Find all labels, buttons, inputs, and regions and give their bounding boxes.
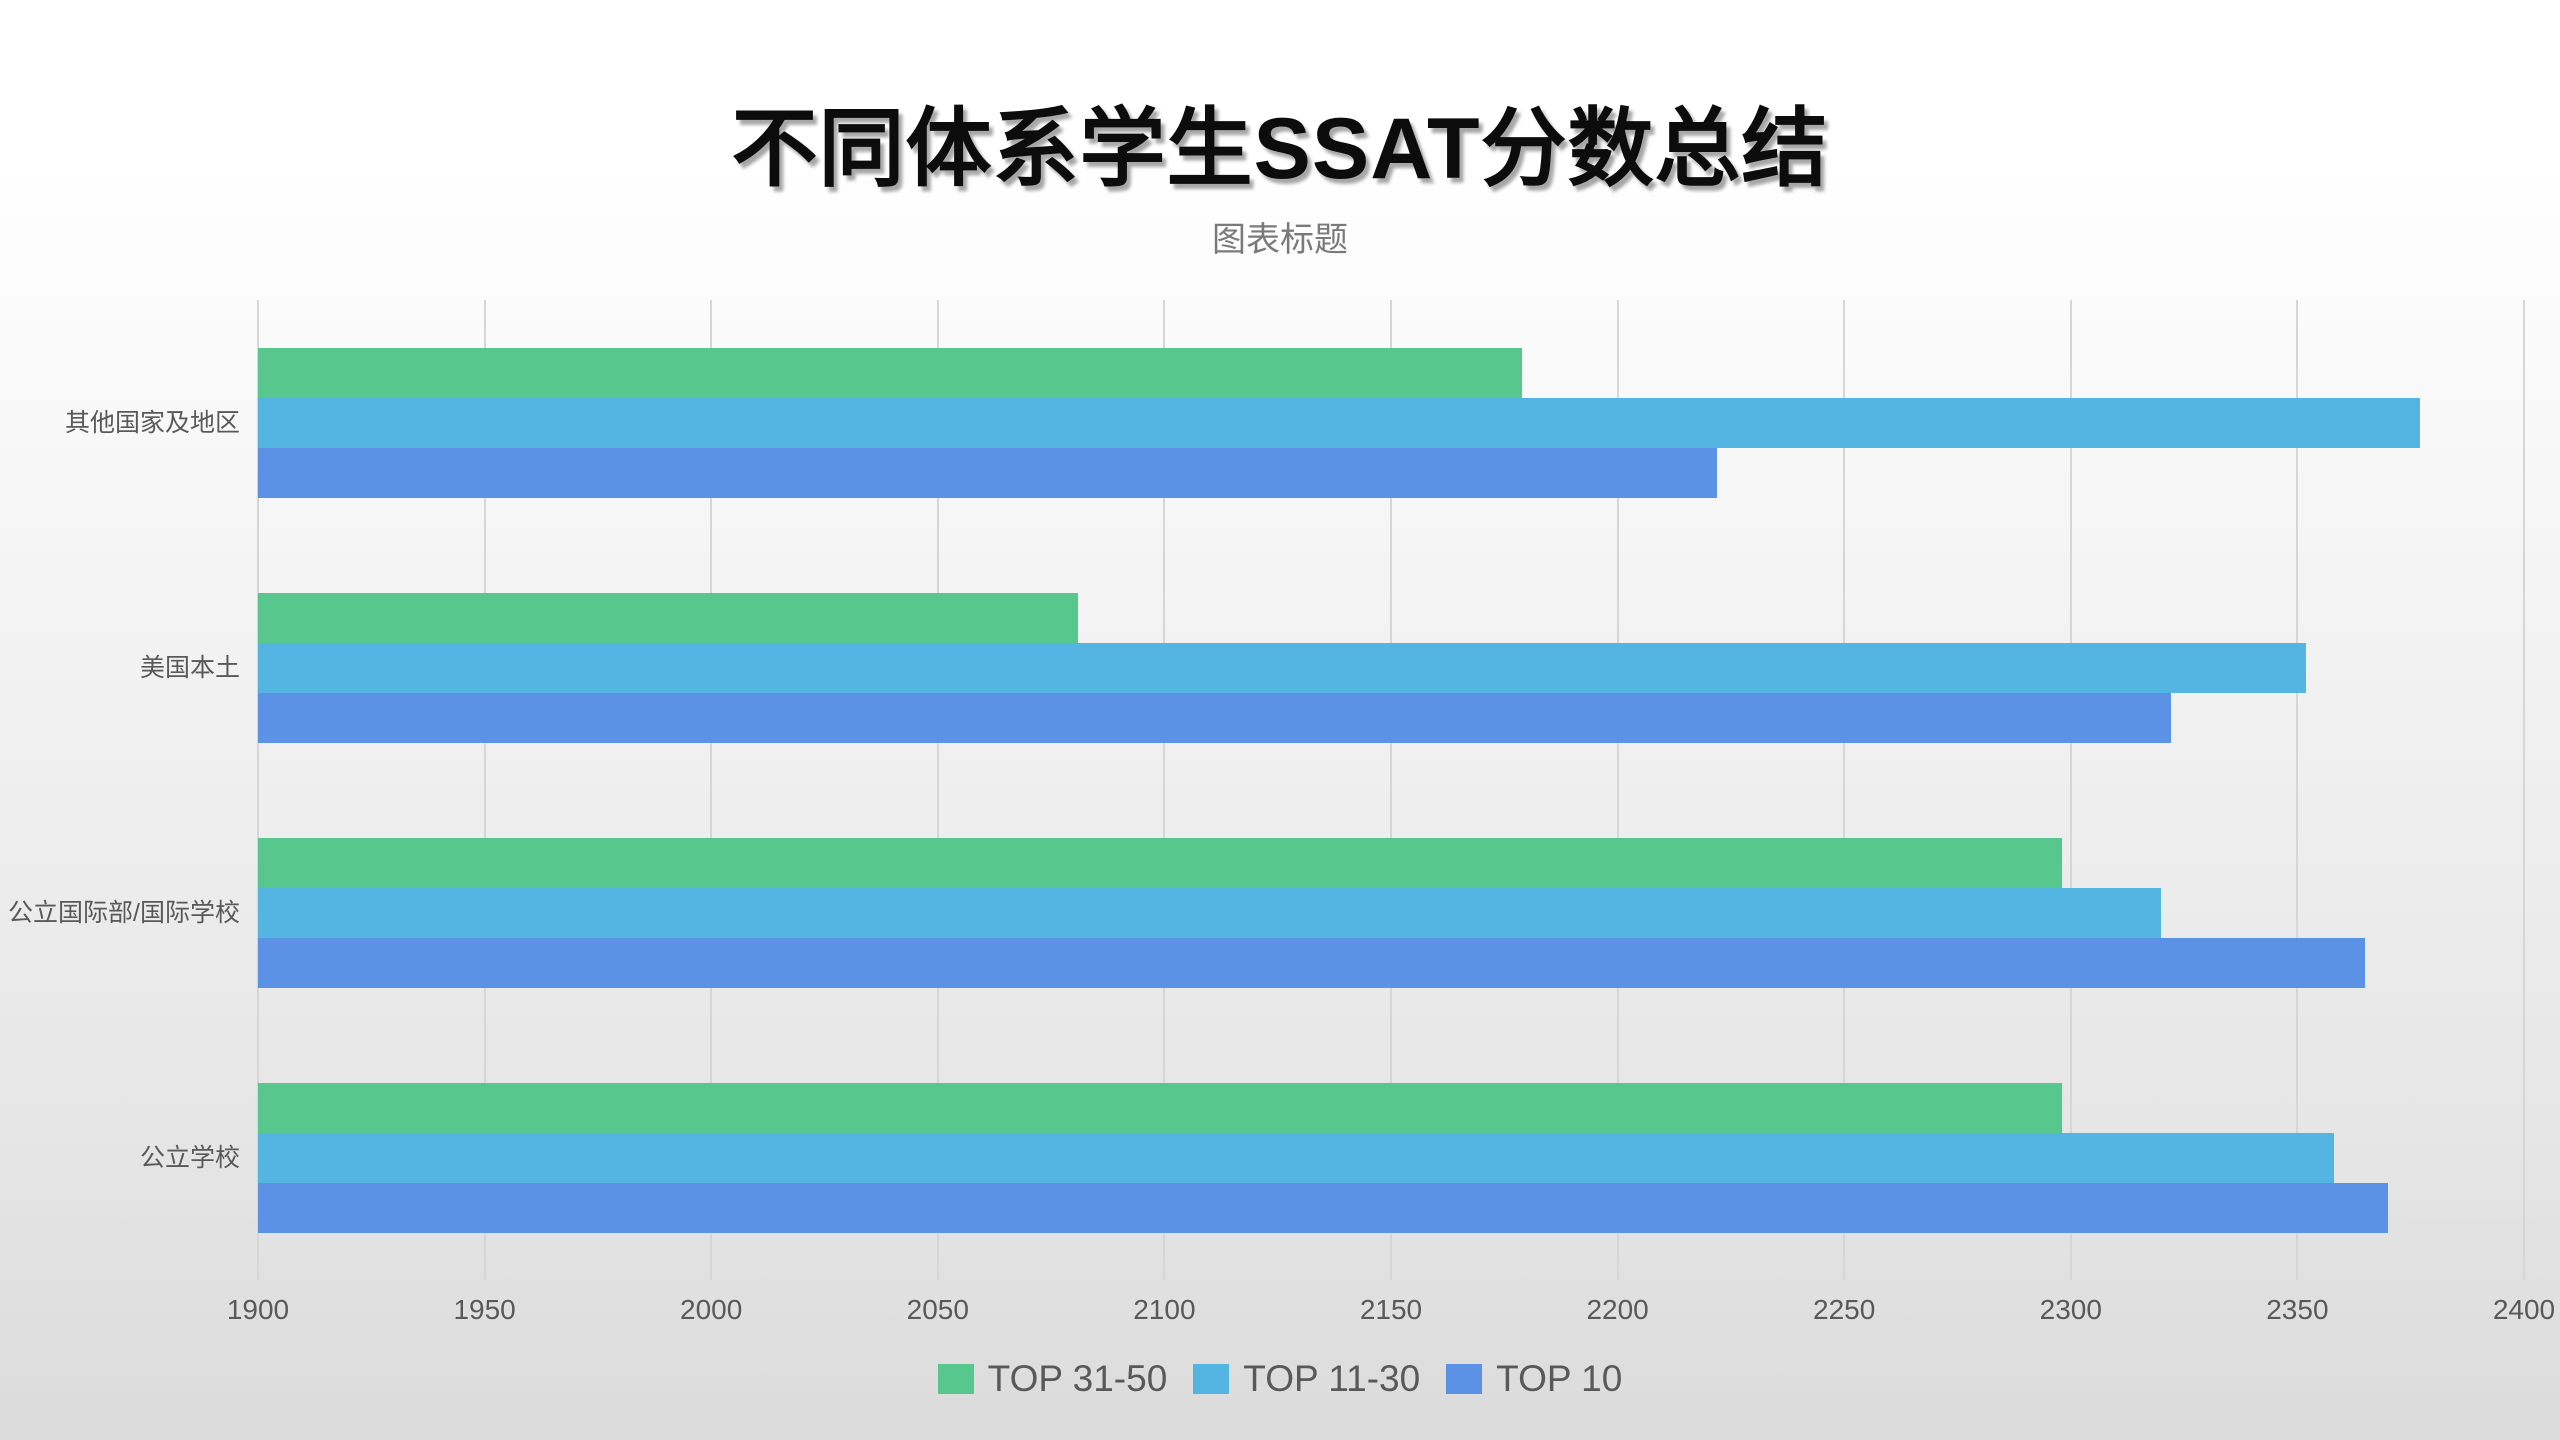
x-tick-label: 1950 <box>453 1294 516 1325</box>
gridline <box>2523 300 2525 1280</box>
gridline <box>257 300 259 1280</box>
legend-item: TOP 10 <box>1446 1358 1622 1400</box>
x-tick-label: 2400 <box>2492 1294 2556 1325</box>
bar-top-31-50 <box>258 1082 2062 1133</box>
gridline <box>483 300 486 1280</box>
x-tick-label: 1900 <box>226 1294 290 1325</box>
x-tick-label: 2150 <box>1359 1294 1423 1325</box>
x-tick-label: 2250 <box>1813 1294 1876 1325</box>
chart-subtitle: 图表标题 <box>1212 221 1348 259</box>
x-tick-label: 2350 <box>2266 1294 2329 1325</box>
gridline <box>1843 300 1846 1280</box>
chart-title: 不同体系学生SSAT分数总结 <box>731 101 1829 197</box>
legend-label: TOP 31-50 <box>987 1358 1168 1399</box>
x-tick-label: 2000 <box>680 1294 743 1325</box>
gridline <box>710 300 713 1280</box>
gridline <box>2296 300 2299 1280</box>
bar-top-11-30 <box>258 887 2162 938</box>
bar-top-10 <box>258 692 2171 743</box>
category-label: 美国本土 <box>139 653 240 682</box>
bar-top-31-50 <box>258 837 2062 888</box>
bar-top-11-30 <box>258 1132 2334 1183</box>
category-label: 公立学校 <box>139 1143 240 1172</box>
gridline <box>936 300 939 1280</box>
legend-item: TOP 31-50 <box>937 1358 1168 1400</box>
x-tick-label: 2100 <box>1133 1294 1196 1325</box>
legend-label: TOP 10 <box>1496 1358 1623 1399</box>
x-tick-label: 2200 <box>1586 1294 1649 1325</box>
bar-top-11-30 <box>258 397 2420 448</box>
gridline <box>2069 300 2072 1280</box>
bar-top-11-30 <box>258 642 2307 693</box>
legend-swatch-icon <box>1446 1364 1483 1394</box>
gridline <box>1163 300 1166 1280</box>
bar-top-31-50 <box>258 592 1079 643</box>
bar-top-31-50 <box>258 347 1523 398</box>
bar-top-10 <box>258 1182 2389 1233</box>
bar-top-10 <box>258 447 1718 498</box>
gridline <box>1390 300 1392 1280</box>
legend-label: TOP 11-30 <box>1243 1358 1421 1399</box>
plot-area <box>257 300 2525 1280</box>
legend: TOP 31-50 TOP 11-30 TOP 10 <box>0 1358 2560 1400</box>
legend-swatch-icon <box>1193 1364 1230 1394</box>
gridline <box>1616 300 1619 1280</box>
x-tick-label: 2300 <box>2039 1294 2102 1325</box>
legend-item: TOP 11-30 <box>1193 1358 1420 1400</box>
category-label: 其他国家及地区 <box>64 408 240 437</box>
category-label: 公立国际部/国际学校 <box>8 898 240 927</box>
bar-top-10 <box>258 937 2366 988</box>
x-tick-label: 2050 <box>906 1294 969 1325</box>
legend-swatch-icon <box>937 1364 974 1394</box>
